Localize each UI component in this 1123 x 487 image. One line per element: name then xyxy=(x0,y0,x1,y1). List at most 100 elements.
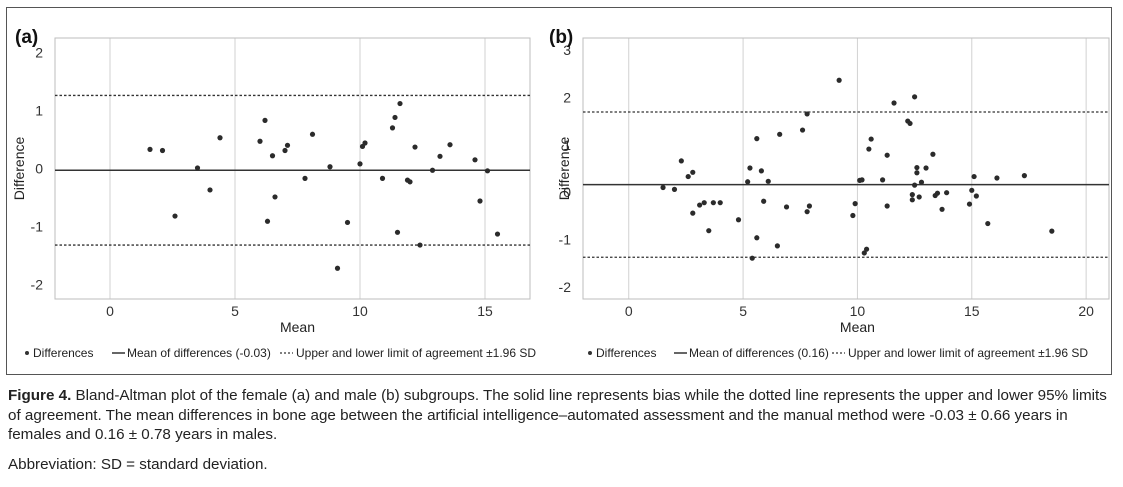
data-point xyxy=(685,173,691,180)
y-tick-label: 1 xyxy=(563,137,571,153)
x-tick-label: 0 xyxy=(625,303,633,319)
data-point xyxy=(309,131,316,137)
data-point xyxy=(777,131,783,137)
data-point xyxy=(257,138,263,144)
data-point xyxy=(971,173,977,180)
x-tick-label: 10 xyxy=(352,303,368,319)
panel-label: (a) xyxy=(15,27,38,48)
legend-limits-label: Upper and lower limit of agreement ±1.96… xyxy=(296,346,536,360)
legend-limits-label: Upper and lower limit of agreement ±1.96… xyxy=(848,346,1088,360)
data-point xyxy=(362,140,368,146)
figure-label: Figure 4. xyxy=(8,387,72,404)
data-point xyxy=(754,235,760,241)
data-point xyxy=(909,197,915,203)
x-axis-label: Mean xyxy=(280,319,315,335)
data-point xyxy=(806,203,813,209)
y-tick-label: -1 xyxy=(31,219,44,235)
data-point xyxy=(923,165,929,171)
data-point xyxy=(934,190,941,196)
data-point xyxy=(437,153,443,159)
y-tick-label: 0 xyxy=(563,184,571,200)
data-point xyxy=(494,231,501,237)
data-point xyxy=(392,114,398,121)
data-point xyxy=(836,77,842,83)
data-point xyxy=(863,246,870,252)
data-point xyxy=(484,168,491,174)
data-point xyxy=(866,146,872,152)
y-tick-label: 1 xyxy=(35,103,43,119)
data-point xyxy=(344,219,351,226)
data-point xyxy=(916,194,922,200)
data-point xyxy=(918,179,925,185)
y-tick-label: 3 xyxy=(563,42,571,58)
y-tick-label: 2 xyxy=(35,45,43,61)
data-point xyxy=(334,265,341,271)
plot-area-border xyxy=(54,37,531,300)
data-point xyxy=(912,94,918,100)
bland-altman-plot-male: -2 -1 0 1 2 3 0 5 10 15 20 Mean Difference (b) Differe… xyxy=(549,27,1110,360)
y-tick-label: 0 xyxy=(35,161,43,177)
data-point xyxy=(783,204,790,210)
data-point xyxy=(912,182,918,188)
legend-differences-label: Differences xyxy=(596,346,656,360)
data-point xyxy=(861,250,867,256)
data-point xyxy=(891,100,897,106)
data-point xyxy=(389,125,396,131)
legend-mean-label: Mean of differences (-0.03) xyxy=(127,346,271,360)
panel-label: (b) xyxy=(549,27,573,48)
data-point xyxy=(217,135,223,141)
figure-caption-text: Bland-Altman plot of the female (a) and … xyxy=(8,387,1107,443)
data-point xyxy=(207,187,213,193)
legend-differences-marker xyxy=(588,351,592,355)
data-point xyxy=(966,201,973,207)
data-point xyxy=(710,200,716,206)
data-point xyxy=(660,184,666,191)
data-point xyxy=(357,161,363,167)
data-point xyxy=(884,203,890,209)
data-point xyxy=(272,194,278,200)
data-point xyxy=(985,220,991,227)
data-point xyxy=(678,158,684,164)
data-point xyxy=(412,144,418,150)
data-point xyxy=(447,142,453,148)
y-axis-label: Difference xyxy=(11,137,27,201)
data-point xyxy=(269,153,276,159)
data-point xyxy=(407,179,413,185)
data-point xyxy=(799,127,806,133)
data-point xyxy=(417,242,423,248)
data-point xyxy=(472,157,478,163)
data-point xyxy=(302,175,308,181)
data-point xyxy=(429,167,436,173)
data-point xyxy=(397,100,403,107)
x-tick-label: 15 xyxy=(477,303,493,319)
data-point xyxy=(701,200,707,206)
data-point xyxy=(994,175,1000,181)
data-point xyxy=(477,198,483,204)
data-point xyxy=(697,202,703,208)
data-point xyxy=(973,193,979,199)
data-point xyxy=(804,209,810,215)
data-point xyxy=(172,213,178,219)
legend-mean-label: Mean of differences (0.16) xyxy=(689,346,829,360)
data-point xyxy=(868,136,874,142)
x-tick-label: 5 xyxy=(739,303,747,319)
data-point xyxy=(147,146,153,152)
data-point xyxy=(745,179,751,185)
x-axis-label: Mean xyxy=(840,319,875,335)
data-point xyxy=(914,164,920,171)
data-point xyxy=(690,169,696,175)
data-point xyxy=(706,228,712,234)
data-point xyxy=(939,206,945,212)
data-point xyxy=(754,136,760,142)
data-point xyxy=(262,117,268,123)
data-point xyxy=(907,120,913,127)
data-point xyxy=(159,147,166,154)
data-point xyxy=(264,218,271,224)
data-point xyxy=(969,187,975,193)
abbreviation-note: Abbreviation: SD = standard deviation. xyxy=(8,456,268,473)
data-point xyxy=(765,178,771,184)
data-point xyxy=(930,151,936,157)
figure-frame xyxy=(6,7,1112,375)
data-point xyxy=(1049,228,1055,234)
data-point xyxy=(717,200,723,206)
